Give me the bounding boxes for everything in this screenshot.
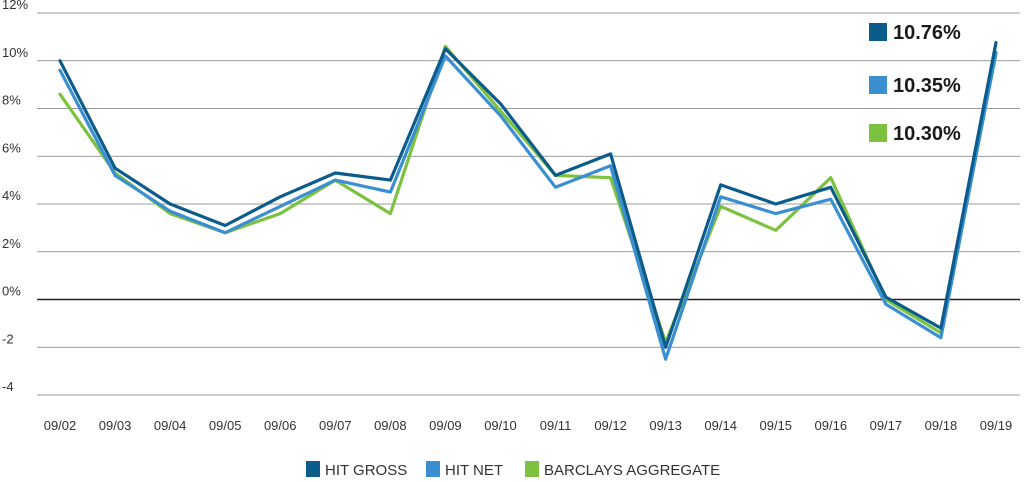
grid-layer bbox=[37, 12, 1020, 396]
callout-value: 10.30% bbox=[893, 123, 961, 145]
x-tick-label: 09/10 bbox=[484, 418, 517, 433]
x-axis-ticks: 09/02 09/03 09/04 09/05 09/06 09/07 09/08 09/09… bbox=[44, 418, 1013, 433]
x-tick-label: 09/17 bbox=[870, 418, 903, 433]
y-tick-label: 12% bbox=[2, 0, 28, 12]
series-line-barclays-aggregate bbox=[58, 44, 998, 345]
value-callouts: 10.76% 10.35% 10.30% bbox=[869, 22, 961, 145]
x-tick-label: 09/08 bbox=[374, 418, 407, 433]
legend-label: HIT NET bbox=[445, 462, 503, 479]
x-tick-label: 09/07 bbox=[319, 418, 352, 433]
legend-swatch bbox=[525, 461, 539, 477]
series-line-hit-gross bbox=[58, 40, 998, 349]
y-tick-label: 4% bbox=[2, 188, 21, 203]
x-tick-label: 09/15 bbox=[759, 418, 792, 433]
x-tick-label: 09/14 bbox=[704, 418, 737, 433]
y-tick-label: 8% bbox=[2, 93, 21, 108]
callout-swatch bbox=[869, 23, 887, 41]
x-tick-label: 09/09 bbox=[429, 418, 462, 433]
x-tick-label: 09/03 bbox=[99, 418, 132, 433]
x-tick-label: 09/04 bbox=[154, 418, 187, 433]
series-line-hit-net bbox=[58, 50, 998, 361]
callout-swatch bbox=[869, 76, 887, 94]
y-tick-label: 0% bbox=[2, 284, 21, 299]
series-layer bbox=[58, 40, 998, 361]
x-tick-label: 09/11 bbox=[540, 418, 572, 433]
x-tick-label: 09/13 bbox=[649, 418, 682, 433]
legend: HIT GROSS HIT NET BARCLAYS AGGREGATE bbox=[306, 461, 720, 479]
x-tick-label: 09/12 bbox=[594, 418, 627, 433]
y-tick-label: 2% bbox=[2, 236, 21, 251]
callout-swatch bbox=[869, 124, 887, 142]
legend-swatch bbox=[426, 461, 440, 477]
y-tick-label: -2 bbox=[2, 331, 14, 346]
y-tick-label: 6% bbox=[2, 140, 21, 155]
legend-label: BARCLAYS AGGREGATE bbox=[544, 462, 720, 479]
callout-value: 10.35% bbox=[893, 75, 961, 97]
callout-value: 10.76% bbox=[893, 22, 961, 44]
y-axis-ticks: 12% 10% 8% 6% 4% 2% 0% -2 -4 bbox=[2, 0, 28, 394]
x-tick-label: 09/02 bbox=[44, 418, 77, 433]
x-tick-label: 09/06 bbox=[264, 418, 297, 433]
x-tick-label: 09/16 bbox=[815, 418, 848, 433]
x-tick-label: 09/05 bbox=[209, 418, 242, 433]
legend-swatch bbox=[306, 461, 320, 477]
legend-label: HIT GROSS bbox=[325, 462, 407, 479]
y-tick-label: -4 bbox=[2, 379, 14, 394]
x-tick-label: 09/19 bbox=[980, 418, 1013, 433]
y-tick-label: 10% bbox=[2, 45, 28, 60]
x-tick-label: 09/18 bbox=[925, 418, 958, 433]
